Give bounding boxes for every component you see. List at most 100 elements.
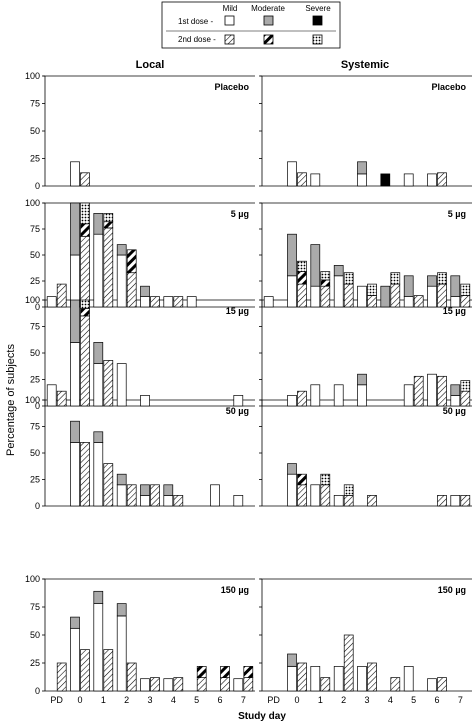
legend-swatch-dose1-severe [312,15,323,26]
bar-mild-dose2 [173,495,184,507]
bar-moderate-dose1 [93,431,104,443]
x-tick-label: 0 [294,695,299,705]
y-tick-label: 75 [30,602,40,612]
bar-moderate-dose1 [70,420,80,443]
bar-mild-dose2 [56,662,67,692]
x-axis-title: Study day [238,711,286,722]
bar-mild-dose2 [437,677,447,692]
panel-local-2: 0 25 50 75 100 15 µg [25,295,255,411]
bar-mild-dose2 [437,495,447,507]
bar-mild-dose1 [70,254,80,308]
bar-mild-dose1 [357,384,367,407]
bar-mild-dose2 [56,390,67,407]
bar-moderate-dose1 [450,384,461,396]
bar-moderate-dose1 [93,213,104,235]
bar-moderate-dose1 [116,473,127,486]
bar-moderate-dose2 [297,473,307,486]
bar-mild-dose1 [310,285,321,308]
bar-mild-dose2 [103,463,114,507]
panel-local-0: 0 25 50 75 100 Placebo [25,71,255,191]
y-tick-label: 100 [25,198,40,208]
panel-label: 15 µg [226,306,249,316]
panel-systemic-0: Placebo [259,75,472,187]
x-tick-label: 2 [124,695,129,705]
bar-mild-dose2 [460,390,471,407]
bar-mild-dose1 [287,473,297,507]
y-tick-label: 50 [30,630,40,640]
bar-moderate-dose1 [310,244,321,287]
x-tick-label: 4 [388,695,393,705]
bar-mild-dose2 [413,375,424,407]
bar-mild-dose1 [333,666,344,692]
bar-moderate-dose1 [287,463,297,475]
bar-mild-dose1 [333,495,344,507]
bar-mild-dose1 [357,666,367,692]
bar-mild-dose1 [233,495,244,507]
bar-mild-dose1 [310,666,321,692]
legend-swatch-dose2-mild [224,34,235,45]
y-tick-label: 25 [30,375,40,385]
bar-mild-dose1 [263,296,274,308]
bar-severe-dose2 [460,283,471,296]
column-title-systemic: Systemic [341,59,389,71]
y-tick-label: 100 [25,395,40,405]
bar-mild-dose1 [403,384,414,407]
panel-systemic-4: 150 µg [259,578,472,692]
bar-moderate-dose1 [357,373,367,386]
bar-mild-dose1 [233,395,244,407]
panel-label: Placebo [214,82,249,92]
bar-mild-dose2 [320,677,331,692]
bar-mild-dose1 [450,395,461,407]
y-tick-label: 25 [30,154,40,164]
bar-mild-dose1 [46,296,57,308]
bar-moderate-dose1 [287,653,297,667]
bar-mild-dose1 [357,173,367,187]
bar-mild-dose2 [297,172,307,187]
bar-moderate-dose1 [163,484,174,496]
bar-mild-dose2 [437,283,447,308]
panel-label: 50 µg [443,406,466,416]
bar-mild-dose1 [93,442,104,507]
bar-mild-dose1 [427,373,437,407]
bar-moderate-dose1 [427,275,437,287]
bar-severe-dose2 [460,380,471,392]
y-tick-label: 50 [30,348,40,358]
bar-mild-dose2 [320,285,331,308]
bar-mild-dose2 [80,649,90,692]
bar-moderate-dose1 [287,233,297,277]
y-tick-label: 100 [25,574,40,584]
y-tick-label: 25 [30,658,40,668]
bar-moderate-dose1 [93,342,104,364]
bar-mild-dose2 [437,375,447,407]
bar-moderate-dose1 [403,275,414,297]
bar-mild-dose2 [126,484,137,507]
bar-mild-dose2 [56,283,67,308]
bar-mild-dose1 [163,678,174,692]
bar-moderate-dose1 [450,275,461,297]
panel-systemic-1: 5 µg [259,202,472,308]
y-tick-label: 75 [30,422,40,432]
legend-swatch-dose2-severe [312,34,323,45]
bar-mild-dose1 [70,627,80,692]
bar-mild-dose1 [403,296,414,308]
panel-label: 150 µg [438,585,466,595]
panel-local-3: 0 25 50 75 100 50 µg [25,395,255,511]
bar-mild-dose2 [80,235,90,308]
legend-severity-moderate: Moderate [251,4,285,13]
panel-label: 5 µg [448,209,466,219]
panel-local-1: 0 25 50 75 100 5 µg [25,198,255,312]
bar-mild-dose1 [210,484,220,507]
column-title-local: Local [136,59,165,71]
y-tick-label: 75 [30,224,40,234]
bar-mild-dose1 [427,173,437,187]
panel-label: 5 µg [231,209,249,219]
bar-severe-dose1 [380,173,391,187]
bar-mild-dose2 [103,360,114,407]
bar-moderate-dose2 [80,223,90,237]
y-tick-label: 25 [30,475,40,485]
bar-moderate-dose1 [380,285,391,308]
bar-moderate-dose1 [116,603,127,617]
bar-mild-dose2 [367,295,377,308]
y-tick-label: 0 [35,686,40,696]
legend-swatch-dose2-moderate [263,34,274,45]
